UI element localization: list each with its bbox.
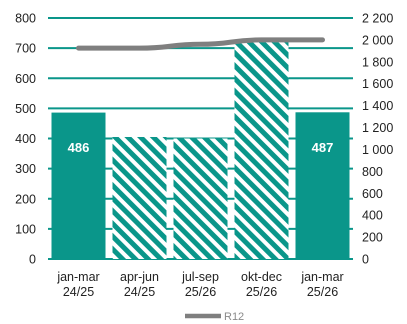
x-tick-label-line: apr-jun [120, 270, 159, 284]
x-tick-label-line: 25/26 [246, 285, 277, 299]
y-tick-label: 800 [15, 12, 36, 26]
bar [234, 42, 289, 259]
y-tick-label: 0 [29, 253, 36, 267]
bars [51, 42, 350, 259]
y2-tick-label: 200 [362, 231, 383, 245]
y-tick-label: 600 [15, 72, 36, 86]
y2-tick-label: 1 200 [362, 121, 393, 135]
y2-tick-label: 600 [362, 187, 383, 201]
y-axis-right: 0 200 400 600 800 1 000 1 200 1 400 1 600 1 800 2 … [362, 12, 393, 267]
data-labels: 486 487 [68, 140, 334, 155]
bar-data-label: 487 [312, 140, 334, 155]
y2-tick-label: 1 800 [362, 55, 393, 69]
x-tick-label-line: 24/25 [124, 285, 155, 299]
y-tick-label: 500 [15, 102, 36, 116]
r12-series-line [76, 37, 325, 51]
x-tick-label: jul-sep 25/26 [181, 270, 219, 299]
y2-tick-label: 2 000 [362, 33, 393, 47]
y2-tick-label: 1 400 [362, 99, 393, 113]
x-tick-label-line: okt-dec [241, 270, 282, 284]
y-tick-label: 200 [15, 192, 36, 206]
x-tick-label-line: jul-sep [181, 270, 219, 284]
x-tick-label: jan-mar 24/25 [56, 270, 99, 299]
bar-data-label: 486 [68, 140, 90, 155]
x-tick-label: jan-mar 25/26 [300, 270, 343, 299]
x-tick-label: okt-dec 25/26 [241, 270, 282, 299]
x-tick-label-line: jan-mar [300, 270, 343, 284]
y-tick-label: 100 [15, 222, 36, 236]
y2-tick-label: 800 [362, 165, 383, 179]
y2-tick-label: 0 [362, 253, 369, 267]
y2-tick-label: 1 600 [362, 77, 393, 91]
x-tick-label-line: 24/25 [63, 285, 94, 299]
bar [51, 112, 106, 259]
x-tick-label-line: 25/26 [307, 285, 338, 299]
bar [112, 136, 167, 259]
x-tick-label-line: 25/26 [185, 285, 216, 299]
bar [173, 138, 228, 259]
bar [295, 112, 350, 259]
y-tick-label: 400 [15, 132, 36, 146]
y2-tick-label: 2 200 [362, 12, 393, 26]
y2-tick-label: 1 000 [362, 143, 393, 157]
r12-line [76, 37, 325, 51]
y-tick-label: 700 [15, 42, 36, 56]
x-tick-label: apr-jun 24/25 [120, 270, 159, 299]
legend: R12 [185, 311, 244, 323]
y-axis-left: 0 100 200 300 400 500 600 700 800 [15, 12, 36, 267]
y-tick-label: 300 [15, 162, 36, 176]
x-tick-label-line: jan-mar [56, 270, 99, 284]
legend-label: R12 [224, 311, 244, 323]
y2-tick-label: 400 [362, 209, 383, 223]
